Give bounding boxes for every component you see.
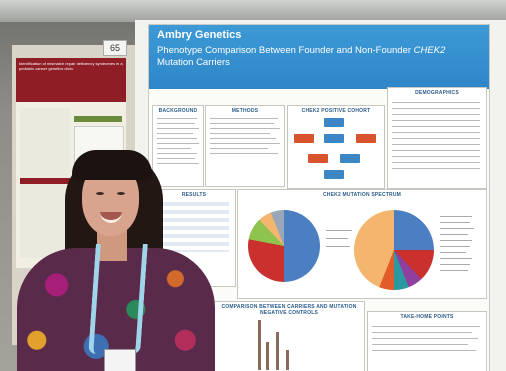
results-table	[159, 202, 229, 252]
ceiling	[0, 0, 506, 22]
flow-box	[308, 154, 328, 163]
bar	[266, 342, 269, 370]
takehome-box: TAKE-HOME POINTS	[367, 311, 487, 371]
main-poster: Ambry Genetics Phenotype Comparison Betw…	[148, 24, 490, 371]
methods-box: METHODS	[205, 105, 285, 187]
flow-box	[340, 154, 360, 163]
poster-header: Ambry Genetics Phenotype Comparison Betw…	[149, 25, 489, 89]
demographics-box: DEMOGRAPHICS	[387, 87, 487, 189]
flow-box	[324, 118, 344, 127]
cohort-box: CHEK2 POSITIVE COHORT	[287, 105, 385, 189]
poster-title-main: Phenotype Comparison Between Founder and…	[157, 45, 414, 56]
spectrum-title: CHEK2 MUTATION SPECTRUM	[322, 192, 402, 198]
demographics-title: DEMOGRAPHICS	[415, 90, 459, 96]
takehome-title: TAKE-HOME POINTS	[400, 314, 454, 320]
bar	[258, 320, 261, 370]
cohort-title: CHEK2 POSITIVE COHORT	[301, 108, 371, 114]
bar	[276, 332, 279, 370]
name-badge	[104, 349, 136, 371]
brand-logo: Ambry Genetics	[157, 29, 242, 41]
poster-title-gene: CHEK2	[413, 45, 446, 56]
lanyard	[88, 244, 148, 354]
spectrum-box: CHEK2 MUTATION SPECTRUM	[237, 189, 487, 299]
left-poster-red-band	[20, 178, 70, 184]
results-title: RESULTS	[181, 192, 207, 198]
flow-box	[294, 134, 314, 143]
flow-box	[356, 134, 376, 143]
pie-chart-left	[248, 210, 320, 282]
left-poster-title: Identification of mismatch repair defici…	[16, 58, 126, 102]
comparison-box: COMPARISON BETWEEN CARRIERS AND MUTATION…	[213, 301, 365, 371]
booth-number: 65	[103, 40, 127, 56]
background-box: BACKGROUND	[152, 105, 204, 187]
person-smile	[100, 212, 122, 223]
methods-title: METHODS	[231, 108, 259, 114]
flow-box	[324, 170, 344, 179]
poster-title-sub: Mutation Carriers	[157, 57, 230, 68]
bar	[286, 350, 289, 370]
pie-chart-right	[354, 210, 434, 290]
background-title: BACKGROUND	[158, 108, 198, 114]
left-poster-green-band	[74, 116, 122, 122]
comparison-title: COMPARISON BETWEEN CARRIERS AND MUTATION…	[221, 304, 357, 316]
person-hair-front	[72, 150, 152, 180]
poster-title: Phenotype Comparison Between Founder and…	[157, 45, 487, 69]
flow-box	[324, 134, 344, 143]
